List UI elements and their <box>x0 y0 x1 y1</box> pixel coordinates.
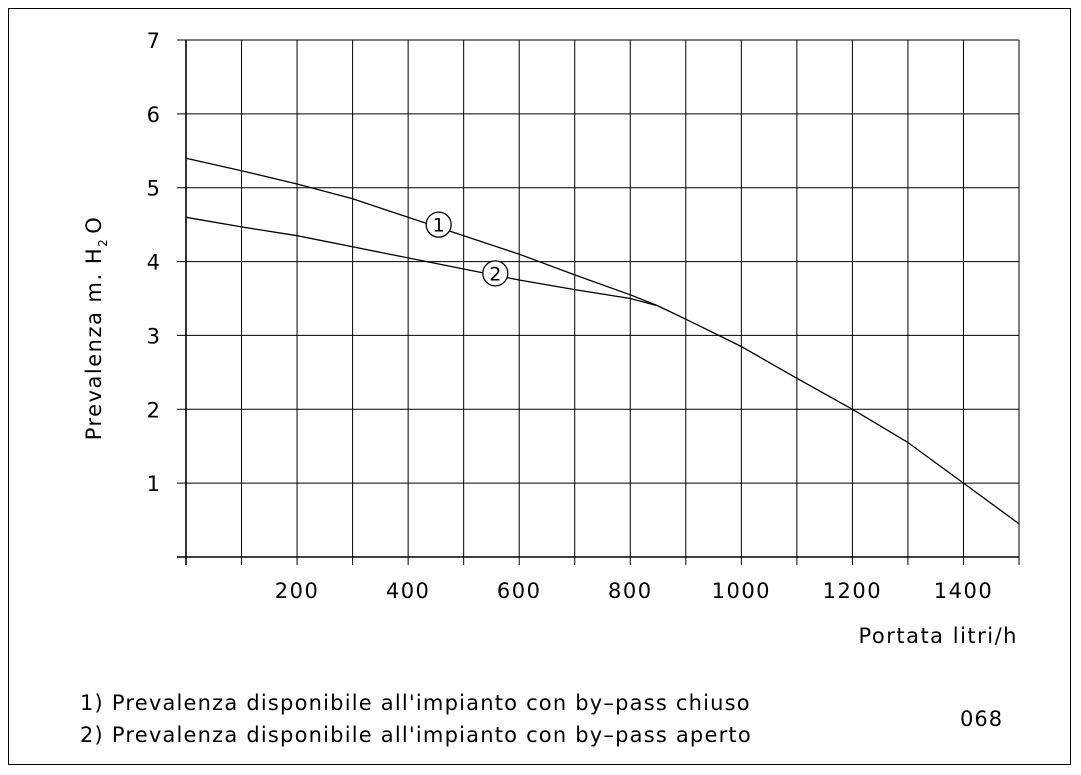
y-tick-label: 2 <box>147 398 160 422</box>
x-tick-label: 600 <box>497 579 542 603</box>
series-lines <box>185 157 1020 525</box>
series-line-2 <box>185 216 659 307</box>
series-marker-label-2: 2 <box>489 263 501 285</box>
series-marker-circle-2 <box>482 260 509 287</box>
x-tick-label: 1200 <box>823 579 882 603</box>
legend-note-1: 1) Prevalenza disponibile all'impianto c… <box>80 691 751 715</box>
y-tick-label: 5 <box>147 177 160 201</box>
x-tick-label: 400 <box>386 579 431 603</box>
x-tick-label: 200 <box>275 579 320 603</box>
series-line-1 <box>185 157 1020 525</box>
x-tick-label: 800 <box>608 579 653 603</box>
legend-notes: 1) Prevalenza disponibile all'impianto c… <box>80 687 752 751</box>
series-markers: 12 <box>425 211 509 287</box>
y-axis-label-tail: O <box>82 216 106 234</box>
series-marker-label-1: 1 <box>433 215 445 237</box>
y-axis-label: Prevalenza m. H2 O <box>82 216 110 441</box>
series-marker-circle-1 <box>425 211 452 238</box>
y-tick-label: 6 <box>147 103 160 127</box>
y-tick-label: 4 <box>147 251 160 275</box>
x-axis-label: Portata litri/h <box>858 624 1018 648</box>
y-tick-label: 3 <box>147 324 160 348</box>
y-tick-label: 1 <box>147 472 160 496</box>
figure-frame <box>8 8 1071 765</box>
y-tick-label: 7 <box>147 29 160 53</box>
y-axis-label-main: Prevalenza m. H <box>82 247 106 440</box>
figure-code: 068 <box>960 707 1004 731</box>
x-tick-label: 1000 <box>712 579 771 603</box>
legend-note-2: 2) Prevalenza disponibile all'impianto c… <box>80 723 752 747</box>
grid <box>177 39 1020 565</box>
x-tick-label: 1400 <box>934 579 993 603</box>
y-axis-label-subscript: 2 <box>96 238 110 247</box>
